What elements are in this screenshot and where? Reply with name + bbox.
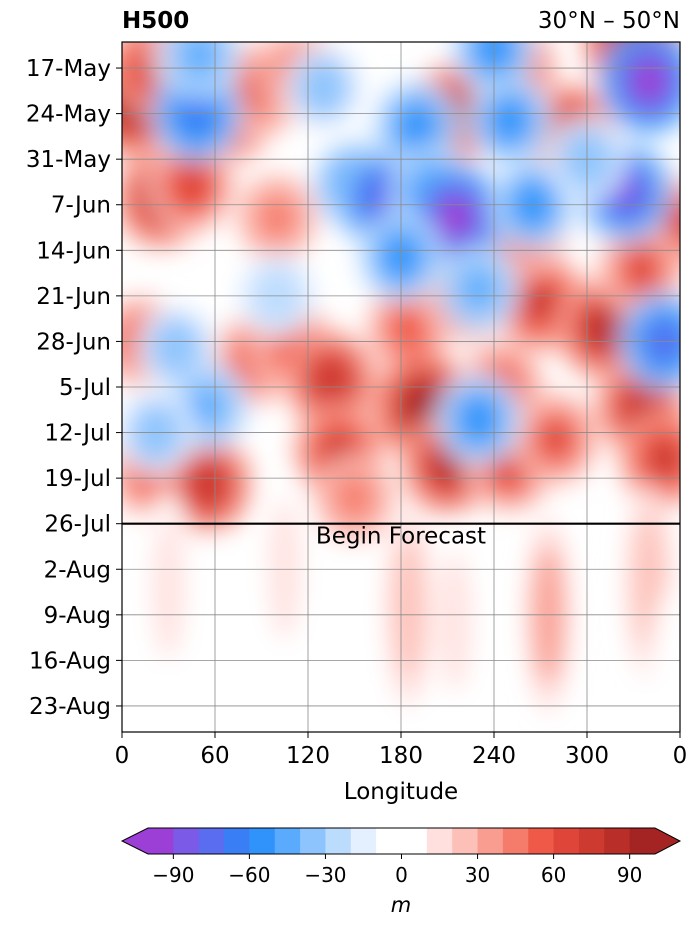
colorbar-segment: [477, 828, 504, 854]
anomaly-core: [192, 389, 223, 424]
y-tick-label: 16-Aug: [29, 648, 111, 674]
anomaly-core: [630, 59, 668, 103]
anomaly-core: [261, 200, 293, 236]
y-tick-label: 12-Jul: [44, 421, 111, 447]
colorbar-segment: [274, 828, 301, 854]
colorbar-extend-max: [655, 828, 680, 854]
colorbar-segment: [528, 828, 555, 854]
y-tick-label: 24-May: [26, 102, 111, 128]
anomaly-core: [585, 308, 620, 349]
anomaly-core: [184, 42, 215, 73]
anomaly-core: [463, 272, 494, 307]
y-tick-label: 9-Aug: [44, 603, 111, 629]
y-tick-label: 23-Aug: [29, 694, 111, 720]
anomaly-core: [400, 108, 433, 146]
colorbar-tick-label: 90: [617, 863, 642, 887]
plot-area: [122, 42, 680, 732]
y-tick-label: 7-Jun: [51, 193, 111, 219]
colorbar-segment: [578, 828, 605, 854]
colorbar-segment: [350, 828, 377, 854]
colorbar-segment: [325, 828, 352, 854]
y-tick-label: 14-Jun: [36, 238, 111, 264]
anomaly-core: [493, 102, 526, 139]
anomaly-blob: [296, 56, 351, 119]
y-tick-label: 28-Jun: [36, 329, 111, 355]
anomaly-blob: [338, 583, 371, 724]
colorbar-segment: [502, 828, 529, 854]
colorbar-tick-label: −90: [152, 863, 194, 887]
anomaly-core: [314, 360, 349, 401]
anomaly-blob: [656, 616, 680, 732]
x-tick-label: 60: [200, 743, 229, 769]
colorbar-extend-min: [122, 828, 148, 854]
chart-title-left: H500: [122, 8, 190, 34]
anomaly-core: [190, 465, 225, 505]
forecast-label: Begin Forecast: [316, 524, 486, 550]
anomaly-blob: [149, 317, 204, 379]
anomaly-blob: [392, 538, 425, 679]
colorbar-tick-label: 0: [395, 863, 408, 887]
x-tick-label: 180: [379, 743, 423, 769]
grid-lines: [122, 42, 680, 732]
colorbar-segment: [452, 828, 479, 854]
anomaly-core: [647, 439, 680, 478]
anomaly-core: [175, 166, 209, 205]
x-tick-label: 240: [472, 743, 516, 769]
colorbar-segment: [604, 828, 631, 854]
colorbar-tick-label: −60: [228, 863, 270, 887]
colorbar-segment: [401, 828, 428, 854]
x-tick-label: 0: [673, 743, 688, 769]
chart-title-right: 30°N – 50°N: [537, 8, 680, 34]
colorbar-segment: [249, 828, 276, 854]
colorbar-segment: [426, 828, 453, 854]
y-tick-label: 26-Jul: [44, 512, 111, 538]
y-tick-label: 19-Jul: [44, 466, 111, 492]
y-tick-label: 2-Aug: [44, 557, 111, 583]
colorbar-tick-label: −30: [304, 863, 346, 887]
y-tick-label: 21-Jun: [36, 284, 111, 310]
colorbar-label: m: [391, 893, 411, 917]
colorbar-tick-label: 60: [541, 863, 566, 887]
colorbar-segment: [553, 828, 580, 854]
y-axis: 17-May 24-May 31-May 7-Jun 14-Jun 21-Jun 28-Ju…: [26, 56, 122, 720]
colorbar-segment: [376, 828, 402, 854]
colorbar-segment: [198, 828, 225, 854]
y-tick-label: 31-May: [26, 147, 111, 173]
x-axis-label: Longitude: [344, 779, 458, 805]
colorbar-segment: [173, 828, 200, 854]
anomaly-blob: [439, 551, 472, 692]
colorbar-segment: [148, 828, 174, 854]
anomaly-core: [539, 420, 573, 458]
x-axis: 0 60 120 180 240 300 0: [115, 732, 688, 769]
colorbar: −90 −60 −30 0 30 60 90: [120, 827, 682, 887]
colorbar-segment: [224, 828, 250, 854]
colorbar-frame: [120, 827, 682, 855]
colorbar-tick-label: 30: [465, 863, 490, 887]
y-tick-label: 5-Jul: [59, 375, 111, 401]
y-tick-label: 17-May: [26, 56, 111, 82]
x-tick-label: 0: [115, 743, 130, 769]
anomaly-core: [462, 401, 495, 439]
colorbar-segment: [629, 828, 656, 854]
anomaly-core: [436, 196, 474, 239]
anomaly-blob: [152, 518, 185, 659]
x-tick-label: 120: [286, 743, 330, 769]
x-tick-label: 300: [565, 743, 609, 769]
colorbar-segment: [300, 828, 326, 854]
anomaly-core: [625, 251, 658, 289]
anomaly-core: [339, 480, 370, 515]
anomaly-core: [523, 283, 558, 322]
